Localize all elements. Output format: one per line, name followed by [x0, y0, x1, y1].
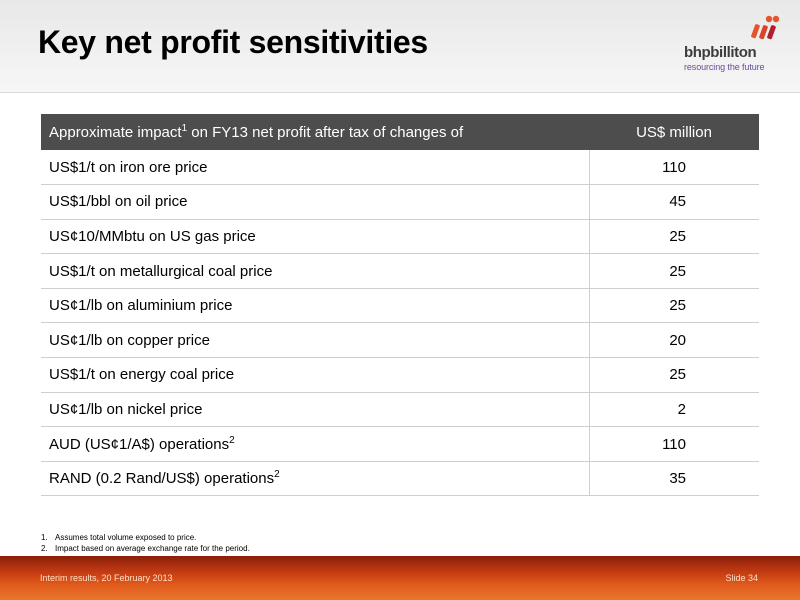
row-label-text: US$1/bbl on oil price — [49, 193, 188, 211]
footnote-ref: 1 — [181, 122, 188, 134]
row-label-text: US$1/t on iron ore price — [49, 158, 208, 176]
footnote-ref: 2 — [229, 434, 235, 446]
table-row: US¢1/lb on aluminium price 25 — [41, 288, 759, 324]
header-label: Approximate impact1 on FY13 net profit a… — [41, 114, 589, 150]
row-label: US$1/t on iron ore price — [41, 150, 589, 186]
row-label: RAND (0.2 Rand/US$) operations2 — [41, 461, 589, 497]
table-row: US$1/t on energy coal price 25 — [41, 357, 759, 393]
table-row: US¢1/lb on nickel price 2 — [41, 392, 759, 428]
footnotes: 1. Assumes total volume exposed to price.… — [41, 532, 250, 554]
row-value: 35 — [588, 461, 759, 497]
slide-number: Slide 34 — [725, 573, 758, 583]
row-value: 45 — [588, 184, 759, 220]
footnote-text: Assumes total volume exposed to price. — [55, 533, 197, 542]
slide-footer: Interim results, 20 February 2013 Slide … — [0, 556, 800, 600]
logo-wordmark: bhpbilliton — [684, 44, 757, 61]
row-label: US¢1/lb on aluminium price — [41, 288, 589, 324]
footnote-number: 1. — [41, 533, 48, 542]
table-row: RAND (0.2 Rand/US$) operations2 35 — [41, 461, 759, 497]
table-row: US¢1/lb on copper price 20 — [41, 322, 759, 359]
footnote-number: 2. — [41, 544, 48, 553]
row-value: 25 — [588, 288, 759, 324]
row-value: 25 — [588, 253, 759, 289]
bhp-logo-mark-icon — [751, 15, 780, 40]
row-value: 110 — [588, 426, 759, 462]
row-label: AUD (US¢1/A$) operations2 — [41, 426, 589, 462]
row-label-text: US¢10/MMbtu on US gas price — [49, 227, 256, 245]
row-label-text: RAND (0.2 Rand/US$) operations — [49, 470, 275, 488]
slide-title: Key net profit sensitivities — [38, 24, 428, 60]
bhp-billiton-logo: bhpbilliton resourcing the future — [683, 14, 783, 74]
footnote-ref: 2 — [274, 469, 280, 481]
table-row: US$1/t on metallurgical coal price 25 — [41, 253, 759, 289]
row-label: US¢1/lb on nickel price — [41, 392, 589, 428]
row-value: 20 — [588, 322, 759, 359]
row-label-text: AUD (US¢1/A$) operations — [49, 435, 230, 453]
logo-tagline: resourcing the future — [684, 62, 765, 72]
row-value: 25 — [588, 219, 759, 255]
footnote-text: Impact based on average exchange rate fo… — [55, 544, 250, 553]
row-label-text: US$1/t on metallurgical coal price — [49, 262, 273, 280]
table-header-row: Approximate impact1 on FY13 net profit a… — [41, 114, 759, 150]
sensitivities-table: Approximate impact1 on FY13 net profit a… — [41, 114, 759, 497]
row-label-text: US¢1/lb on aluminium price — [49, 297, 233, 315]
footnote-item: 2. Impact based on average exchange rate … — [41, 543, 250, 554]
slide-header: Key net profit sensitivities bhpbilliton… — [0, 0, 800, 93]
row-value: 2 — [588, 392, 759, 428]
row-label: US¢1/lb on copper price — [41, 322, 589, 359]
row-label-text: US¢1/lb on nickel price — [49, 400, 203, 418]
row-label: US¢10/MMbtu on US gas price — [41, 219, 589, 255]
row-label-text: US$1/t on energy coal price — [49, 366, 235, 384]
table-row: US$1/t on iron ore price 110 — [41, 150, 759, 186]
row-label: US$1/t on energy coal price — [41, 357, 589, 393]
table-row: US$1/bbl on oil price 45 — [41, 184, 759, 220]
row-label: US$1/t on metallurgical coal price — [41, 253, 589, 289]
row-label: US$1/bbl on oil price — [41, 184, 589, 220]
row-label-text: US¢1/lb on copper price — [49, 331, 210, 349]
table-row: AUD (US¢1/A$) operations2 110 — [41, 426, 759, 462]
row-value: 110 — [588, 150, 759, 186]
header-label-pre: Approximate impact — [49, 123, 182, 141]
header-label-post: on FY13 net profit after tax of changes … — [187, 123, 464, 141]
header-value-label: US$ million — [589, 114, 759, 150]
table-body: US$1/t on iron ore price 110 US$1/bbl on o… — [41, 150, 759, 497]
row-value: 25 — [588, 357, 759, 393]
footer-event-date: Interim results, 20 February 2013 — [40, 573, 173, 583]
table-row: US¢10/MMbtu on US gas price 25 — [41, 219, 759, 255]
footnote-item: 1. Assumes total volume exposed to price. — [41, 532, 250, 543]
